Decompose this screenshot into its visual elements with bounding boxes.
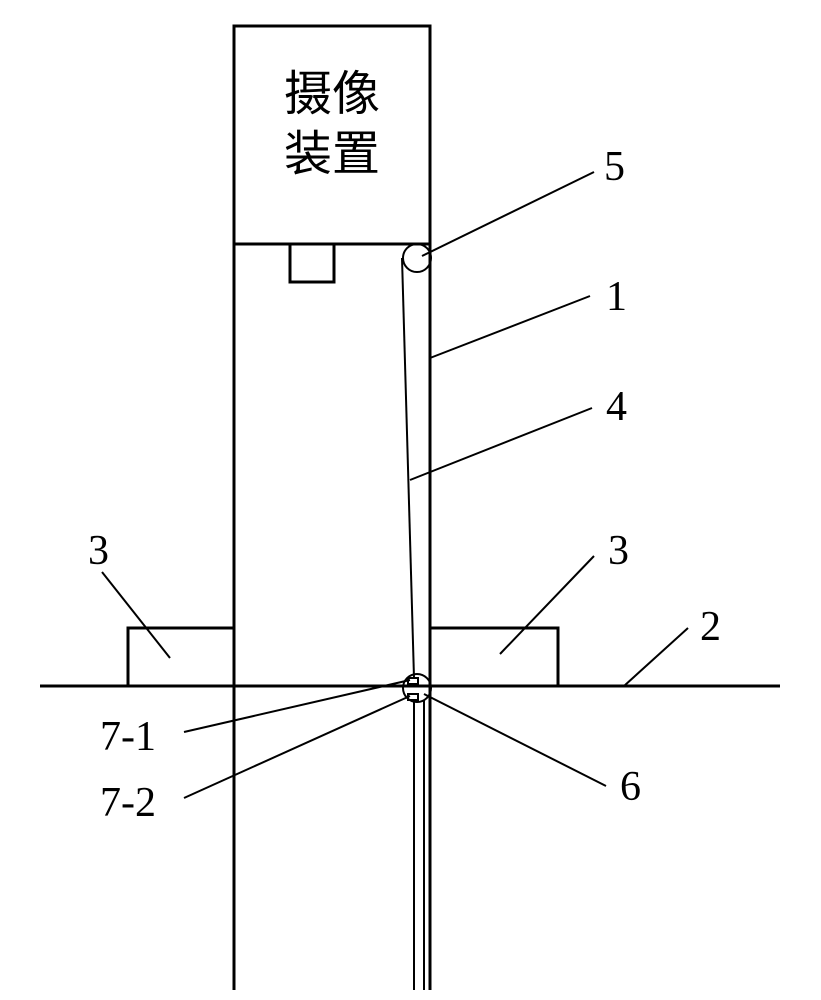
label-7-1: 7-1 <box>100 714 156 760</box>
label-3-right: 3 <box>608 528 629 574</box>
label-4: 4 <box>606 384 627 430</box>
label-2: 2 <box>700 604 721 650</box>
label-3-left: 3 <box>88 528 109 574</box>
label-6: 6 <box>620 764 641 810</box>
device-title-line2: 装置 <box>284 128 380 181</box>
label-1: 1 <box>606 274 627 320</box>
label-5: 5 <box>604 144 625 190</box>
device-title-line1: 摄像 <box>284 68 380 121</box>
label-7-2: 7-2 <box>100 780 156 826</box>
canvas-background <box>0 0 821 1000</box>
